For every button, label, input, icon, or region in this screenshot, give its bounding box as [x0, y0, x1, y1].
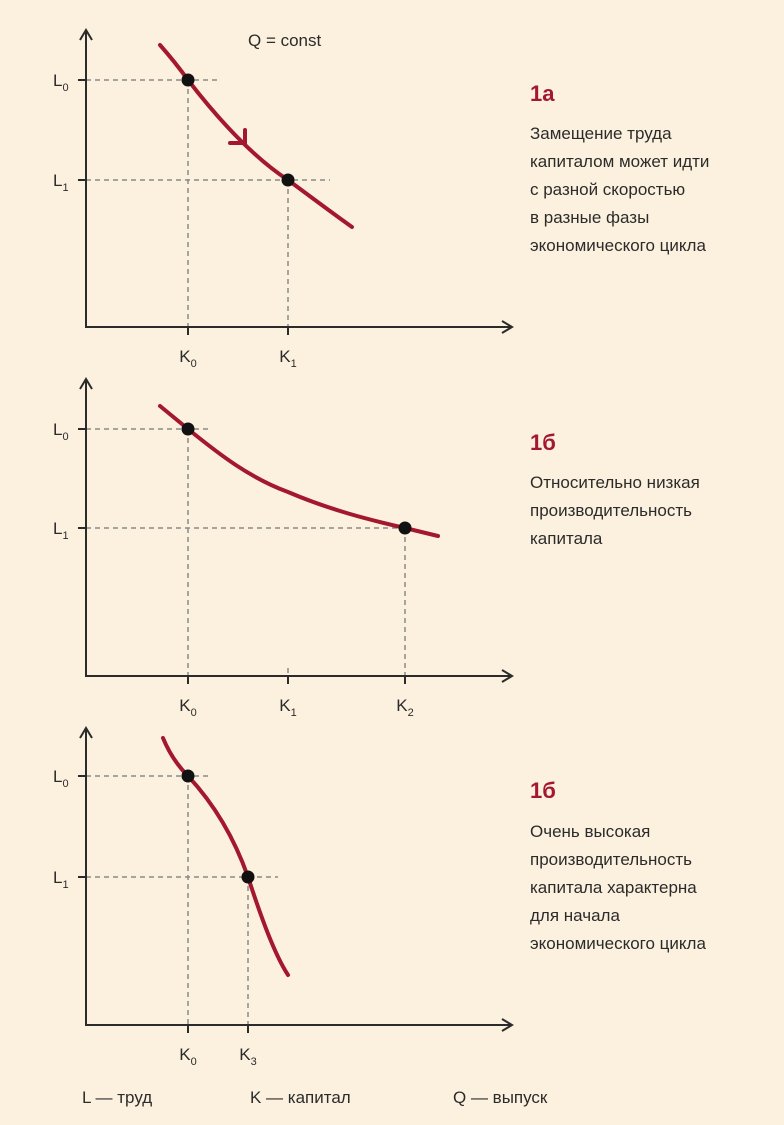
direction-arrow: [228, 128, 247, 145]
point: [398, 521, 412, 535]
x-label: K1: [279, 696, 296, 719]
y-label: L1: [53, 519, 69, 542]
y-label-main: L: [53, 868, 62, 887]
isoquant: [158, 404, 440, 538]
x-label-main: K: [239, 1045, 251, 1064]
x-label-main: K: [396, 696, 408, 715]
y-label-main: L: [53, 171, 62, 190]
axis: [85, 30, 512, 328]
description-line: для начала: [530, 906, 620, 925]
axis: [85, 728, 512, 1026]
description-line: с разной скоростью: [530, 180, 685, 199]
description-line: капитала: [530, 529, 603, 548]
axis-arrow: [501, 320, 514, 334]
y-label: L0: [53, 767, 69, 790]
x-label: K0: [179, 696, 196, 719]
x-label: K0: [179, 1045, 196, 1068]
y-label-sub: 0: [62, 82, 68, 94]
isoquant: [158, 43, 354, 229]
x-label-main: K: [179, 1045, 191, 1064]
y-label-sub: 0: [62, 431, 68, 443]
axis-arrow: [501, 1018, 514, 1032]
y-label: L0: [53, 71, 69, 94]
y-label-main: L: [53, 71, 62, 90]
y-label-main: L: [53, 767, 62, 786]
x-label-sub: 0: [191, 707, 197, 719]
y-label-sub: 1: [62, 879, 68, 891]
y-label: L1: [53, 171, 69, 194]
x-label-sub: 0: [191, 1056, 197, 1068]
point: [181, 73, 195, 87]
panel-tag: 1а: [530, 81, 555, 106]
x-label-main: K: [179, 696, 191, 715]
y-label-main: L: [53, 519, 62, 538]
x-label-sub: 1: [291, 707, 297, 719]
description-line: экономического цикла: [530, 236, 706, 255]
description-line: капиталом может идти: [530, 152, 709, 171]
y-label: L1: [53, 868, 69, 891]
y-label-sub: 1: [62, 182, 68, 194]
description-line: Относительно низкая: [530, 473, 700, 492]
x-label-main: K: [179, 347, 191, 366]
panel-tag: 1б: [530, 430, 556, 455]
x-label: K1: [279, 347, 296, 370]
point: [181, 769, 195, 783]
axis-arrow: [79, 726, 93, 739]
x-label: K2: [396, 696, 413, 719]
x-label: K0: [179, 347, 196, 370]
axis-arrow: [79, 377, 93, 390]
x-label-sub: 0: [191, 358, 197, 370]
description-line: капитала характерна: [530, 878, 697, 897]
legend-item: L — труд: [82, 1088, 152, 1107]
legend-item: Q — выпуск: [453, 1088, 548, 1107]
axis-arrow: [79, 28, 93, 41]
description-line: Замещение труда: [530, 124, 672, 143]
y-label-sub: 1: [62, 530, 68, 542]
description-line: экономического цикла: [530, 934, 706, 953]
axis: [85, 379, 512, 677]
description-line: Очень высокая: [530, 822, 650, 841]
x-label-sub: 2: [408, 707, 414, 719]
x-label-sub: 3: [251, 1056, 257, 1068]
x-label-main: K: [279, 347, 291, 366]
top-label: Q = const: [248, 31, 322, 50]
description-line: производительность: [530, 501, 692, 520]
point: [241, 870, 255, 884]
y-label-sub: 0: [62, 778, 68, 790]
axis-arrow: [501, 669, 514, 683]
x-label-main: K: [279, 696, 291, 715]
y-label-main: L: [53, 420, 62, 439]
x-label: K3: [239, 1045, 256, 1068]
x-label-sub: 1: [291, 358, 297, 370]
description-line: в разные фазы: [530, 208, 649, 227]
legend-item: K — капитал: [250, 1088, 351, 1107]
point: [281, 173, 295, 187]
y-label: L0: [53, 420, 69, 443]
description-line: производительность: [530, 850, 692, 869]
isoquant: [161, 736, 290, 977]
point: [181, 422, 195, 436]
panel-tag: 1б: [530, 778, 556, 803]
